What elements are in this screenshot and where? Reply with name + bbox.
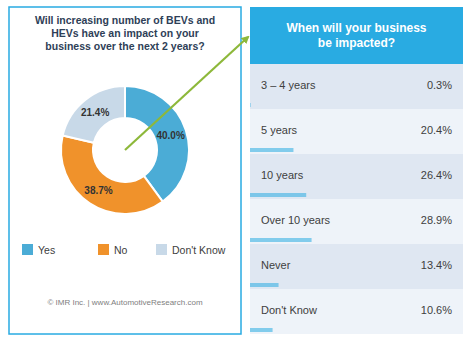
row-bar [250,103,252,107]
data-label: 40.0% [156,130,184,141]
row-bar [250,238,312,242]
row-label: 3 – 4 years [261,79,316,91]
legend: Yes No Don't Know [22,244,226,256]
row-value: 28.9% [421,214,452,226]
slice [63,86,125,143]
table-row [250,199,463,244]
row-label: Never [261,259,291,271]
table-title: When will your businessbe impacted? [286,21,426,50]
table-row [250,154,463,199]
legend-entry: Don't Know [172,244,226,256]
annotation: © IMR Inc. | www.AutomotiveResearch.com [47,298,202,307]
row-bar [250,283,279,287]
row-value: 26.4% [421,169,452,181]
row-label: Don't Know [261,304,317,316]
row-bar [250,193,306,197]
title: Will increasing number of BEVs andHEVs h… [35,14,215,52]
slice [61,136,163,214]
row-bar [250,328,273,332]
arrow [125,37,248,150]
row-value: 10.6% [421,304,452,316]
panel-border [9,7,241,334]
table-row [250,244,463,289]
data-label: 21.4% [81,107,109,118]
row-label: Over 10 years [261,214,331,226]
legend-entry: Yes [38,244,55,256]
legend-entry: No [114,244,128,256]
table-header [250,7,463,64]
legend-swatch [98,244,109,255]
row-label: 10 years [261,169,304,181]
row-bar [250,148,293,152]
chart: Will increasing number of BEVs andHEVs h… [0,0,468,341]
table-row [250,109,463,154]
table-row [250,289,463,334]
row-label: 5 years [261,124,298,136]
row-bars [250,103,312,332]
legend-swatch [22,244,33,255]
row-value: 20.4% [421,124,452,136]
row-value: 13.4% [421,259,452,271]
row-value: 0.3% [427,79,452,91]
table-row [250,64,463,109]
data-label: 38.7% [84,185,112,196]
legend-swatch [156,244,167,255]
